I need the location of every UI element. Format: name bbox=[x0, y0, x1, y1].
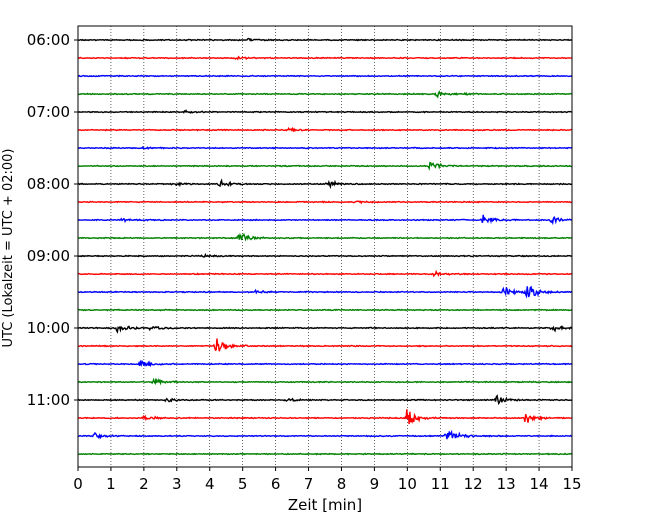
seismic-trace bbox=[77, 214, 573, 226]
x-tick-label: 4 bbox=[205, 475, 215, 493]
seismic-trace bbox=[77, 109, 573, 114]
seismic-trace bbox=[77, 145, 573, 150]
y-axis-ticks: 06:00 07:00 08:00 09:00 10:00 11:00 bbox=[27, 31, 78, 409]
x-axis-ticks: 0 1 2 3 4 5 6 7 8 9 10 11 12 13 14 15 bbox=[73, 467, 582, 493]
seismic-traces bbox=[77, 37, 573, 456]
seismic-trace bbox=[77, 429, 573, 440]
seismic-trace bbox=[77, 126, 573, 133]
seismic-trace bbox=[77, 269, 573, 278]
x-tick-label: 13 bbox=[497, 475, 516, 493]
y-axis-title: UTC (Lokalzeit = UTC + 02:00) bbox=[1, 149, 16, 348]
seismic-trace bbox=[77, 377, 573, 386]
seismic-trace bbox=[77, 74, 573, 78]
x-tick-label: 2 bbox=[139, 475, 149, 493]
seismic-trace bbox=[77, 394, 573, 406]
seismic-trace bbox=[77, 252, 573, 258]
seismic-trace bbox=[77, 325, 573, 334]
seismic-trace bbox=[77, 232, 573, 242]
seismic-trace bbox=[77, 55, 573, 61]
x-tick-label: 10 bbox=[398, 475, 417, 493]
seismic-trace bbox=[77, 200, 573, 205]
y-tick-label: 08:00 bbox=[27, 175, 70, 193]
x-tick-label: 8 bbox=[337, 475, 347, 493]
seismic-trace bbox=[77, 308, 573, 312]
y-tick-label: 10:00 bbox=[27, 319, 70, 337]
x-tick-label: 5 bbox=[238, 475, 248, 493]
y-tick-label: 07:00 bbox=[27, 103, 70, 121]
y-tick-label: 11:00 bbox=[27, 391, 70, 409]
x-tick-label: 9 bbox=[370, 475, 380, 493]
x-tick-label: 15 bbox=[562, 475, 581, 493]
seismic-trace bbox=[77, 359, 573, 368]
seismic-trace bbox=[77, 409, 573, 425]
seismic-trace bbox=[77, 285, 573, 299]
x-tick-label: 14 bbox=[530, 475, 549, 493]
seismic-trace bbox=[77, 161, 573, 171]
x-tick-label: 6 bbox=[271, 475, 281, 493]
x-tick-label: 12 bbox=[464, 475, 483, 493]
x-tick-label: 3 bbox=[172, 475, 182, 493]
seismic-trace bbox=[77, 338, 573, 352]
y-tick-label: 06:00 bbox=[27, 31, 70, 49]
seismic-trace bbox=[77, 37, 573, 42]
x-tick-label: 0 bbox=[73, 475, 83, 493]
seismic-trace bbox=[77, 90, 573, 99]
seismic-trace bbox=[77, 452, 573, 456]
seismic-trace bbox=[77, 178, 573, 190]
y-tick-label: 09:00 bbox=[27, 247, 70, 265]
plot-frame bbox=[77, 25, 573, 468]
x-tick-label: 1 bbox=[106, 475, 116, 493]
x-axis-title: Zeit [min] bbox=[288, 496, 362, 514]
x-tick-label: 7 bbox=[304, 475, 314, 493]
x-tick-label: 11 bbox=[431, 475, 450, 493]
